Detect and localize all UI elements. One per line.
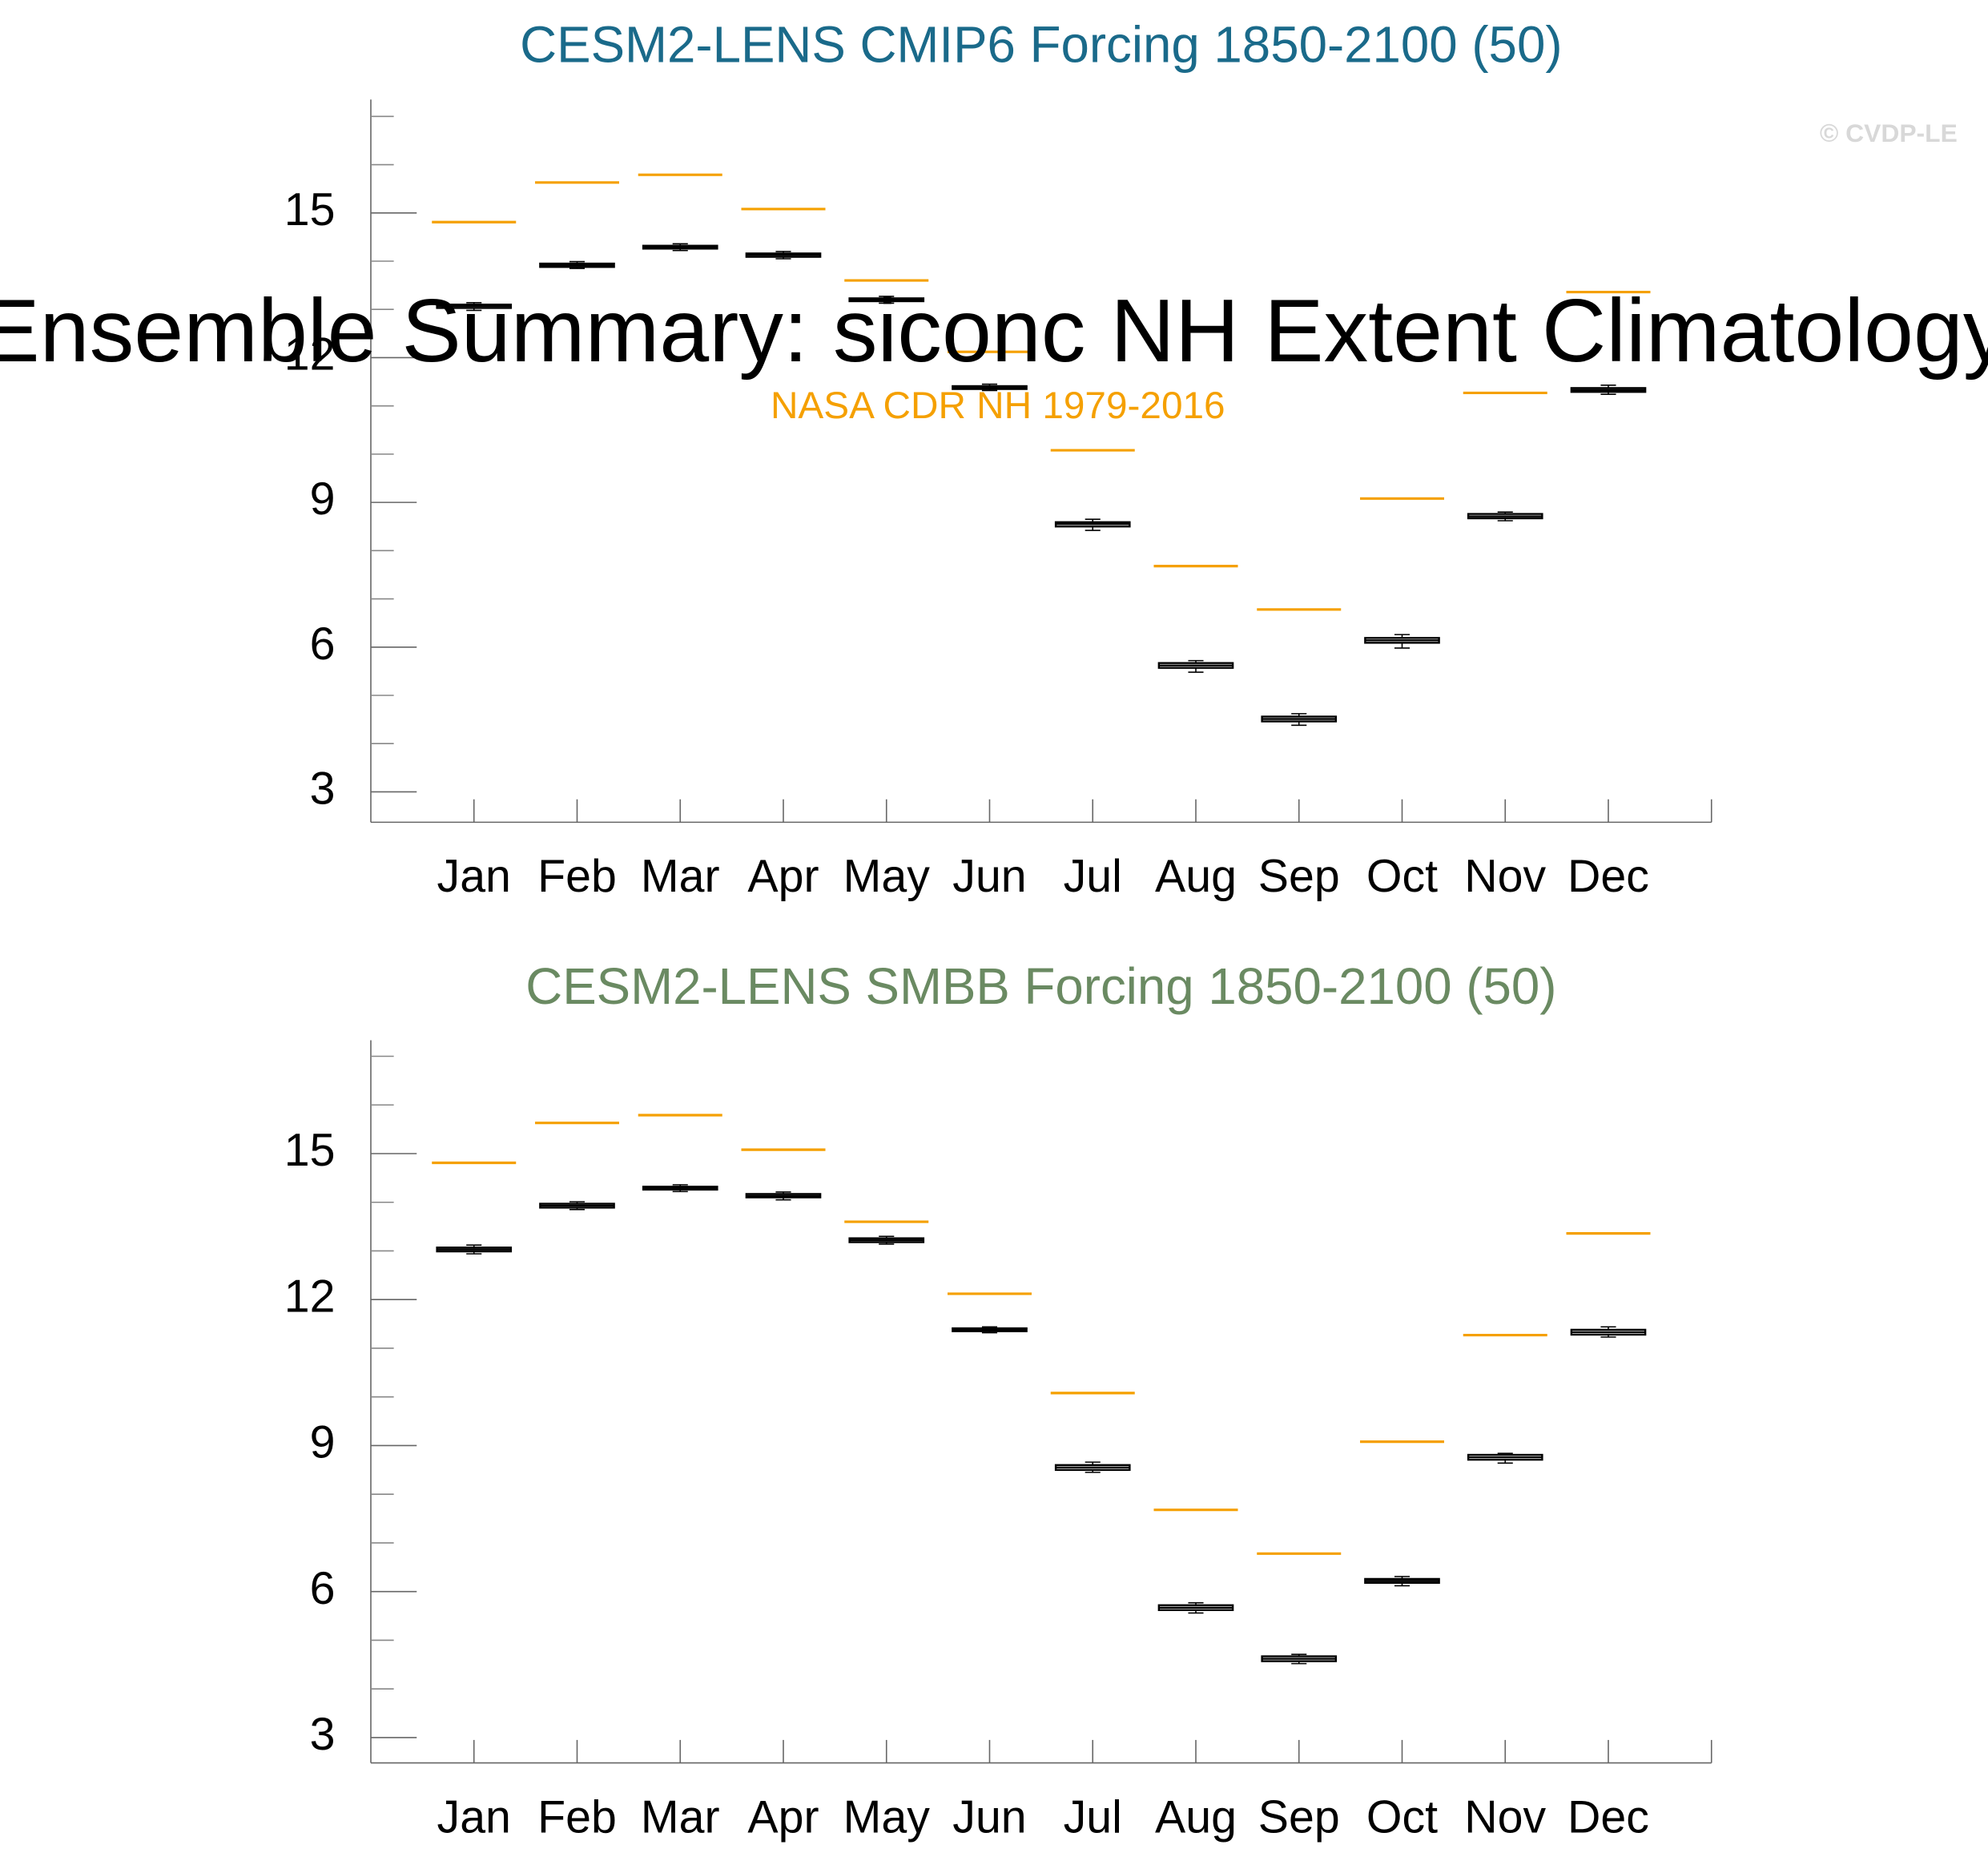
x-tick-label: Jun	[952, 1791, 1026, 1843]
x-tick-label: Apr	[747, 1791, 819, 1843]
x-tick-label: Nov	[1464, 1791, 1546, 1843]
y-tick-label: 12	[284, 329, 336, 381]
chart-title: CESM2-LENS CMIP6 Forcing 1850-2100 (50)	[520, 16, 1562, 73]
x-tick-label: Jun	[952, 851, 1026, 902]
x-tick-label: Feb	[537, 1791, 617, 1843]
y-tick-label: 6	[310, 1563, 336, 1614]
x-tick-label: Mar	[641, 1791, 720, 1843]
x-tick-label: Jan	[437, 851, 511, 902]
y-tick-label: 9	[310, 1417, 336, 1468]
x-tick-label: May	[843, 1791, 931, 1843]
y-tick-label: 3	[310, 1709, 336, 1760]
x-tick-label: Jan	[437, 1791, 511, 1843]
x-tick-label: Sep	[1258, 1791, 1340, 1843]
x-tick-label: Oct	[1366, 1791, 1438, 1843]
x-tick-label: Apr	[747, 851, 819, 902]
x-tick-label: Oct	[1366, 851, 1438, 902]
chart-title: CESM2-LENS SMBB Forcing 1850-2100 (50)	[525, 958, 1556, 1015]
y-tick-label: 12	[284, 1271, 336, 1322]
x-tick-label: May	[843, 851, 931, 902]
x-tick-label: Mar	[641, 851, 720, 902]
credit: © CVDP-LE	[1820, 119, 1958, 147]
y-tick-label: 3	[310, 763, 336, 815]
y-tick-label: 15	[284, 184, 336, 236]
y-tick-label: 9	[310, 473, 336, 525]
x-tick-label: Sep	[1258, 851, 1340, 902]
y-tick-label: 15	[284, 1125, 336, 1176]
x-tick-label: Jul	[1064, 1791, 1122, 1843]
x-tick-label: Jul	[1064, 851, 1122, 902]
x-tick-label: Nov	[1464, 851, 1546, 902]
main-title: Ensemble Summary: siconc NH Extent Clima…	[0, 280, 1988, 381]
y-tick-label: 6	[310, 618, 336, 670]
x-tick-label: Dec	[1567, 1791, 1649, 1843]
x-tick-label: Aug	[1155, 1791, 1237, 1843]
x-tick-label: Dec	[1567, 851, 1649, 902]
x-tick-label: Aug	[1155, 851, 1237, 902]
x-tick-label: Feb	[537, 851, 617, 902]
reference-label: NASA CDR NH 1979-2016	[771, 385, 1225, 427]
